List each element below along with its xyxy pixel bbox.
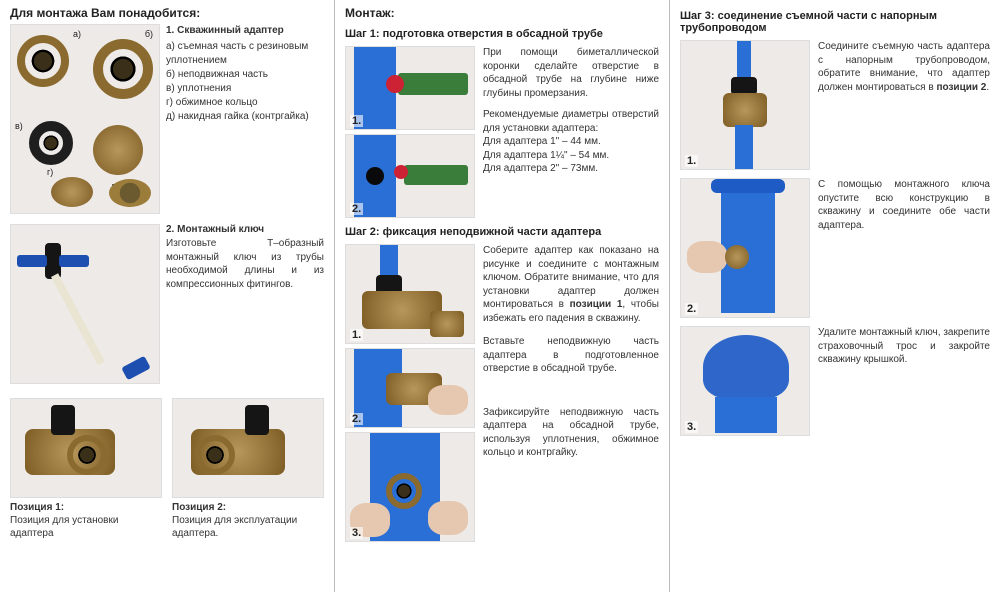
step2-img1-num: 1. — [350, 329, 363, 341]
block1-title: 1. Скважинный адаптер — [166, 24, 324, 38]
step2-image1: 1. — [345, 244, 475, 344]
adapter-parts-list: 1. Скважинный адаптер а) съемная часть с… — [166, 24, 324, 214]
step1-d3: Для адаптера 2" – 73мм. — [483, 163, 598, 174]
pos1-label: Позиция 1: — [10, 502, 64, 513]
label-a: а) — [73, 29, 81, 39]
step2-p1: Соберите адаптер как показано на рисунке… — [483, 244, 659, 325]
part-v: в) уплотнения — [166, 82, 324, 96]
label-v: в) — [15, 121, 23, 131]
step3-img3-num: 3. — [685, 421, 698, 433]
part-g: г) обжимное кольцо — [166, 96, 324, 110]
mounting-key-row: 2. Монтажный ключ Изготовьте Т–образный … — [10, 224, 324, 384]
step2-p3: Зафиксируйте неподвижную часть адаптера … — [483, 406, 659, 460]
step3-image2: 2. — [680, 178, 810, 318]
step1-img1-num: 1. — [350, 115, 363, 127]
step2-title: Шаг 2: фиксация неподвижной части адапте… — [345, 226, 659, 238]
step1-image1: 1. — [345, 46, 475, 130]
col1-heading: Для монтажа Вам понадобится: — [10, 6, 324, 20]
step1-title: Шаг 1: подготовка отверстия в обсадной т… — [345, 28, 659, 40]
step3-img2-num: 2. — [685, 303, 698, 315]
mounting-key-image — [10, 224, 160, 384]
step1-image2: 2. — [345, 134, 475, 218]
col-mounting: Монтаж: Шаг 1: подготовка отверстия в об… — [335, 0, 670, 592]
step2-text: Соберите адаптер как показано на рисунке… — [483, 244, 659, 542]
step2-image2: 2. — [345, 348, 475, 428]
step1-d2: Для адаптера 1¼" – 54 мм. — [483, 150, 609, 161]
step1-p2: Рекомендуемые диаметры отверстий для уст… — [483, 109, 659, 134]
step1-img2-num: 2. — [350, 203, 363, 215]
part-d: д) накидная гайка (контргайка) — [166, 110, 324, 124]
step1-row: 1. 2. При помощи биметаллической коронки… — [345, 46, 659, 218]
step3-p1: Соедините съемную часть адаптера с напор… — [818, 40, 990, 170]
position1-image — [10, 398, 162, 498]
col-step3: Шаг 3: соединение съемной части с напорн… — [670, 0, 1000, 592]
col2-heading: Монтаж: — [345, 6, 659, 20]
step2-img3-num: 3. — [350, 527, 363, 539]
step2-images: 1. 2. 3. — [345, 244, 475, 542]
step3-p3: Удалите монтажный ключ, закрепите страхо… — [818, 326, 990, 436]
adapter-parts-image: а) б) в) г) д) — [10, 24, 160, 214]
step1-images: 1. 2. — [345, 46, 475, 218]
step3-p2: С помощью монтажного ключа опустите всю … — [818, 178, 990, 318]
pos1-text: Позиция для установки адаптера — [10, 515, 118, 539]
part-b: б) неподвижная часть — [166, 68, 324, 82]
step3-image3: 3. — [680, 326, 810, 436]
part-a: а) съемная часть с резиновым уплотнением — [166, 40, 324, 68]
block2-text: Изготовьте Т–образный монтажный ключ из … — [166, 237, 324, 291]
step1-d1: Для адаптера 1" – 44 мм. — [483, 136, 601, 147]
step2-p2: Вставьте неподвижную часть адаптера в по… — [483, 335, 659, 376]
col-requirements: Для монтажа Вам понадобится: а) б) в) г)… — [0, 0, 335, 592]
position2-caption: Позиция 2: Позиция для эксплуатации адап… — [172, 501, 324, 540]
step1-text: При помощи биметаллической коронки сдела… — [483, 46, 659, 218]
step2-image3: 3. — [345, 432, 475, 542]
positions-row: Позиция 1: Позиция для установки адаптер… — [10, 398, 324, 540]
position2-block: Позиция 2: Позиция для эксплуатации адап… — [172, 398, 324, 540]
step3-row1: 1. Соедините съемную часть адаптера с на… — [680, 40, 990, 170]
step3-image1: 1. — [680, 40, 810, 170]
step1-p1: При помощи биметаллической коронки сдела… — [483, 46, 659, 100]
page-root: Для монтажа Вам понадобится: а) б) в) г)… — [0, 0, 1000, 592]
pos2-label: Позиция 2: — [172, 502, 226, 513]
step2-p1-bold: позиции 1 — [570, 299, 623, 310]
step2-row: 1. 2. 3. Соберите адаптер — [345, 244, 659, 542]
label-g: г) — [47, 167, 53, 177]
step3-title: Шаг 3: соединение съемной части с напорн… — [680, 10, 990, 34]
step3-row3: 3. Удалите монтажный ключ, закрепите стр… — [680, 326, 990, 436]
position2-image — [172, 398, 324, 498]
step3-p1b: . — [986, 82, 989, 93]
block2-title: 2. Монтажный ключ — [166, 224, 324, 235]
label-b: б) — [145, 29, 153, 39]
step3-p1-bold: позиции 2 — [936, 82, 986, 93]
step2-img2-num: 2. — [350, 413, 363, 425]
position1-block: Позиция 1: Позиция для установки адаптер… — [10, 398, 162, 540]
step3-img1-num: 1. — [685, 155, 698, 167]
adapter-parts-row: а) б) в) г) д) 1. Скважинный адаптер а) … — [10, 24, 324, 214]
mounting-key-text-block: 2. Монтажный ключ Изготовьте Т–образный … — [166, 224, 324, 384]
step1-p2-block: Рекомендуемые диаметры отверстий для уст… — [483, 108, 659, 176]
position1-caption: Позиция 1: Позиция для установки адаптер… — [10, 501, 162, 540]
pos2-text: Позиция для эксплуатации адаптера. — [172, 515, 297, 539]
step3-row2: 2. С помощью монтажного ключа опустите в… — [680, 178, 990, 318]
